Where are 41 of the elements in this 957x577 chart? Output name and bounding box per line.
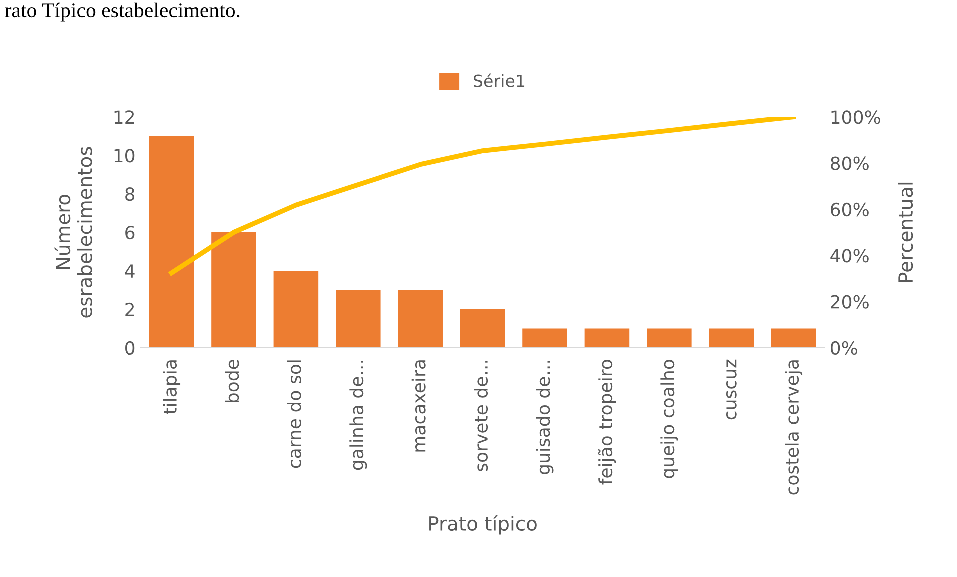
- legend-label: Série1: [474, 74, 525, 88]
- y-tick-label: 6: [126, 226, 135, 240]
- y-tick-label: 4: [125, 264, 135, 278]
- y2-tick-label: 60%: [831, 202, 869, 217]
- x-tick-label: macaxeira: [412, 360, 426, 452]
- bar: [212, 232, 256, 348]
- y2-tick-label: 20%: [831, 295, 869, 309]
- y-tick-label: 0: [126, 341, 135, 356]
- y-tick-label: 12: [114, 110, 134, 124]
- x-tick-label: guisado de...: [536, 360, 554, 474]
- y-tick-label: 10: [114, 149, 135, 163]
- x-tick-label: galinha de...: [350, 360, 368, 470]
- y-tick-label: 8: [126, 188, 135, 202]
- x-tick-label: costela cerveja: [785, 360, 803, 495]
- x-tick-label: carne do sol: [287, 360, 302, 468]
- y2-tick-label: 0%: [830, 341, 858, 356]
- x-tick-label: sorvete de...: [474, 360, 488, 472]
- x-tick-label: bode: [225, 360, 240, 402]
- bar: [647, 328, 692, 348]
- y2-tick-label: 100%: [832, 110, 880, 124]
- bar: [460, 309, 506, 348]
- y2-tick-label: 40%: [830, 249, 869, 263]
- x-axis-title: Prato típico: [430, 515, 537, 535]
- bar: [398, 290, 443, 348]
- x-tick-label: cuscuz: [726, 360, 737, 420]
- bar: [584, 328, 630, 348]
- y-tick-label: 2: [126, 302, 134, 316]
- x-tick-label: feijão tropeiro: [598, 360, 616, 485]
- bar: [336, 290, 381, 348]
- bar: [522, 328, 568, 348]
- bar: [149, 136, 194, 348]
- y2-axis-title: Percentual: [898, 182, 914, 282]
- x-tick-label: queijo coalho: [660, 360, 678, 478]
- bar: [771, 328, 816, 348]
- y2-tick-label: 80%: [831, 156, 869, 170]
- text: rato Típico estabelecimento.: [5, 2, 240, 22]
- y-axis-title: Número esrabelecimentos: [54, 147, 92, 318]
- line-series: [169, 117, 796, 276]
- bar: [709, 328, 754, 348]
- bar: [274, 271, 319, 348]
- x-tick-label: tilapia: [163, 360, 181, 414]
